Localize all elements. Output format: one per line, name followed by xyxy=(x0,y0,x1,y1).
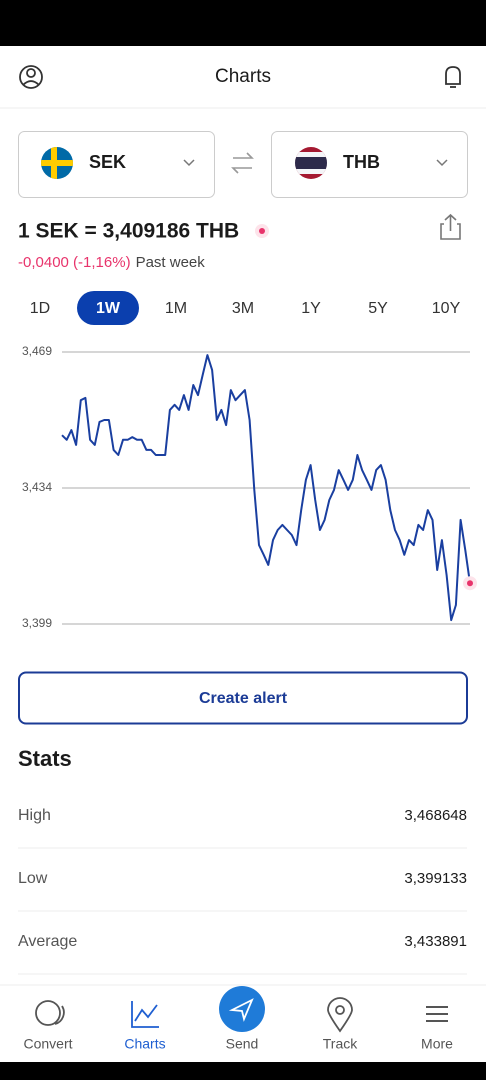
nav-label: Track xyxy=(323,1036,358,1052)
y-tick-label: 3,469 xyxy=(22,344,52,358)
stat-value: 3,433891 xyxy=(404,933,467,950)
nav-item[interactable]: More xyxy=(421,1006,453,1052)
icon xyxy=(131,1001,159,1028)
system-bar xyxy=(0,1062,486,1080)
send-button xyxy=(219,986,265,1032)
thailand-flag xyxy=(295,147,327,179)
last-point xyxy=(467,580,473,587)
chevron xyxy=(436,159,448,167)
icon xyxy=(228,998,254,1022)
sweden-flag xyxy=(41,147,73,179)
status-bar xyxy=(0,0,486,46)
stat-value: 3,468648 xyxy=(404,807,467,824)
range-option[interactable]: 1Y xyxy=(301,300,321,317)
nav-item[interactable]: Convert xyxy=(23,1000,73,1052)
change-line: -0,0400 (-1,16%) Past week xyxy=(18,254,205,271)
share-icon[interactable] xyxy=(440,213,461,240)
change: -0,0400 (-1,16%) xyxy=(18,254,131,271)
create-alert-button[interactable] xyxy=(18,671,468,725)
range-option[interactable]: 5Y xyxy=(368,300,388,317)
nav-label: Send xyxy=(226,1036,259,1052)
swap-icon[interactable] xyxy=(231,152,254,174)
profile-icon[interactable] xyxy=(19,65,43,89)
range-option[interactable]: 1M xyxy=(165,300,187,317)
stat-label: Average xyxy=(18,933,77,950)
y-tick-label: 3,399 xyxy=(22,616,52,630)
y-tick-label: 3,434 xyxy=(22,480,52,494)
icon xyxy=(327,997,353,1033)
from-currency-box[interactable] xyxy=(18,131,215,198)
nav-item[interactable]: Send xyxy=(219,986,265,1052)
icon xyxy=(426,1006,448,1022)
period: Past week xyxy=(136,254,206,271)
chevron xyxy=(183,159,195,167)
header-title: Charts xyxy=(215,66,271,87)
stat-value: 3,399133 xyxy=(404,870,467,887)
to-currency: THB xyxy=(343,152,380,172)
nav-label: Convert xyxy=(23,1036,72,1052)
icon xyxy=(35,1000,61,1026)
create-alert-label: Create alert xyxy=(199,690,288,707)
price-line xyxy=(61,354,471,622)
bell-icon[interactable] xyxy=(445,66,461,88)
range-selected-pill xyxy=(77,291,139,325)
range-option[interactable]: 3M xyxy=(232,300,254,317)
icon xyxy=(54,1005,65,1025)
range-option[interactable]: 1W xyxy=(96,300,121,317)
stat-label: Low xyxy=(18,870,48,887)
to-currency-box[interactable] xyxy=(271,131,468,198)
nav-label: Charts xyxy=(124,1036,165,1052)
stats-title: Stats xyxy=(18,746,72,771)
range-option[interactable]: 10Y xyxy=(432,300,461,317)
nav-item[interactable]: Charts xyxy=(124,1001,166,1052)
nav-item[interactable]: Track xyxy=(323,997,358,1052)
range-option[interactable]: 1D xyxy=(30,300,50,317)
nav-label: More xyxy=(421,1036,453,1052)
stat-label: High xyxy=(18,807,51,824)
live-dot xyxy=(259,228,265,234)
rate: 1 SEK = 3,409186 THB xyxy=(18,220,239,243)
icon xyxy=(335,1005,345,1015)
from-currency: SEK xyxy=(89,152,126,172)
